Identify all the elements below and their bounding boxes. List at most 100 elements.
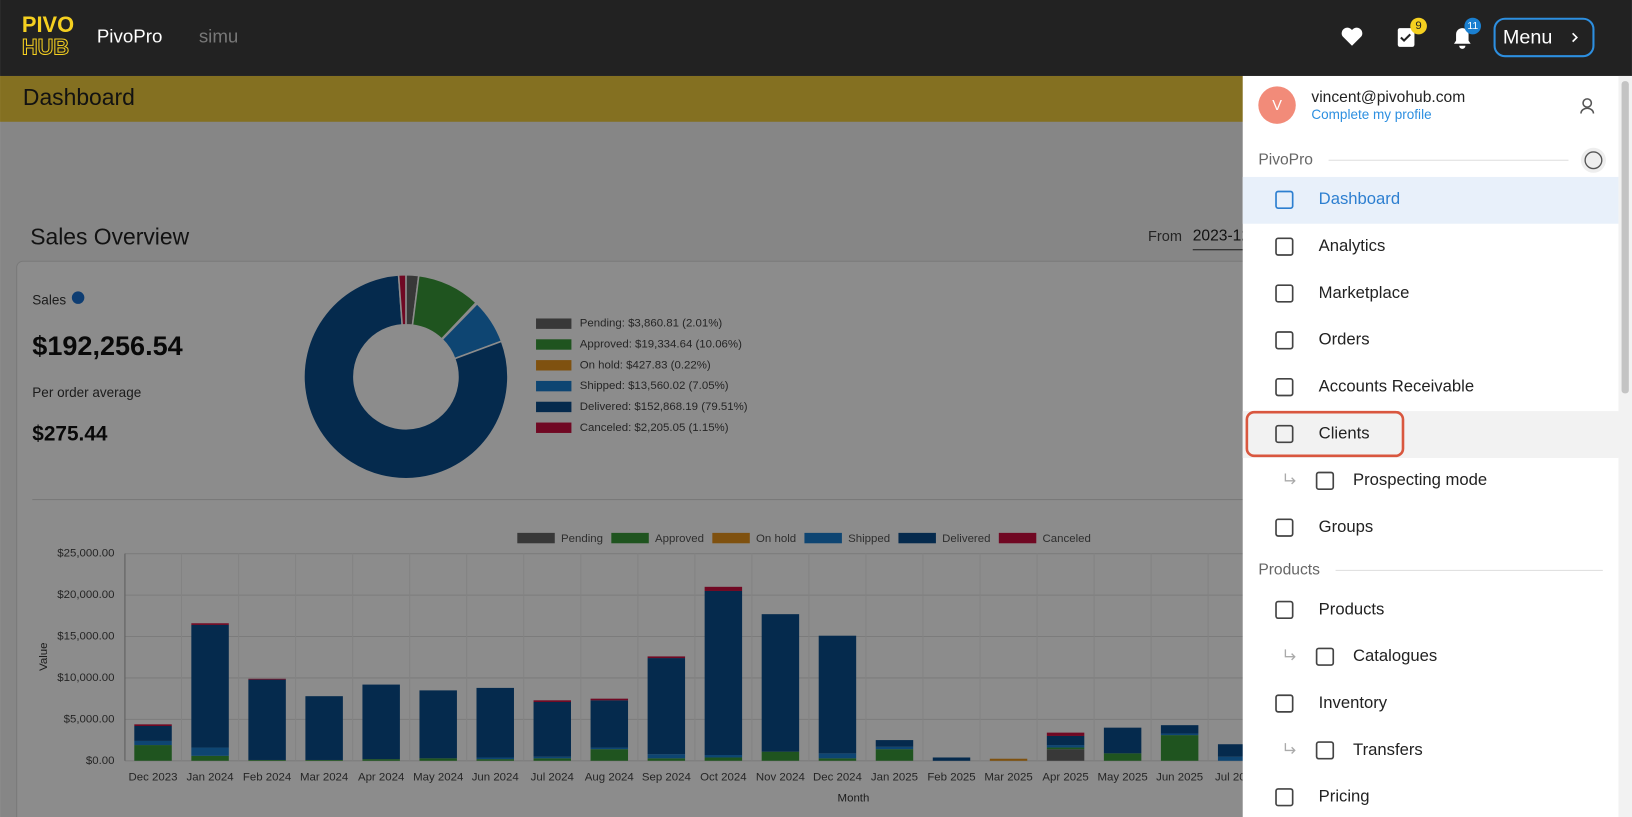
legend-label: On hold: [756, 533, 796, 545]
bar-segment: [590, 749, 629, 761]
menu-icon: [1315, 471, 1335, 490]
bar-segment: [704, 586, 743, 591]
bar-segment: [590, 698, 629, 701]
x-tick-label: May 2025: [1097, 771, 1147, 783]
x-tick-label: Sep 2024: [642, 771, 692, 783]
bar-segment: [704, 590, 743, 755]
menu-icon: [1275, 237, 1294, 256]
menu-icon: [1275, 694, 1294, 713]
menu-item[interactable]: Pricing: [1319, 787, 1370, 806]
menu-item[interactable]: Marketplace: [1319, 283, 1410, 302]
bar-segment: [533, 758, 572, 761]
menu-icon: [1275, 284, 1294, 303]
x-tick-label: Jun 2024: [472, 771, 520, 783]
bar-segment: [875, 746, 914, 750]
bar-segment: [248, 679, 286, 760]
x-tick-label: Jan 2024: [187, 771, 235, 783]
average-value: $275.44: [32, 423, 108, 446]
bar-segment: [875, 749, 914, 761]
header-bar: [0, 0, 1632, 76]
y-tick-label: $20,000.00: [57, 589, 114, 601]
legend-swatch: [804, 532, 842, 544]
legend-label: Shipped: $13,560.02 (7.05%): [580, 380, 729, 392]
average-label: Per order average: [32, 385, 141, 400]
bar-segment: [590, 747, 629, 750]
x-tick-label: Dec 2024: [813, 771, 863, 783]
menu-icon: [1275, 518, 1294, 537]
bar-segment: [305, 759, 343, 761]
menu-item[interactable]: Accounts Receivable: [1319, 377, 1474, 396]
y-tick-label: $5,000.00: [64, 713, 115, 725]
bar-segment: [1046, 747, 1085, 750]
bar-segment: [647, 754, 686, 759]
bar-segment: [932, 757, 971, 761]
menu-icon: [1315, 741, 1335, 760]
legend-label: On hold: $427.83 (0.22%): [580, 359, 711, 371]
menu-button[interactable]: [1493, 17, 1595, 58]
menu-icon: [1275, 600, 1294, 620]
favorites-icon[interactable]: [1341, 27, 1363, 46]
menu-icon: [1315, 647, 1335, 666]
hover-row: [1242, 411, 1619, 458]
legend-label: Approved: $19,334.64 (10.06%): [580, 339, 742, 351]
menu-item[interactable]: Dashboard: [1319, 189, 1400, 208]
menu-icon: [1275, 788, 1294, 807]
bar-segment: [476, 687, 514, 758]
menu-item[interactable]: Inventory: [1319, 693, 1388, 712]
x-tick-label: May 2024: [413, 771, 464, 783]
bar-segment: [134, 726, 172, 741]
menu-label: Menu: [1503, 27, 1552, 49]
from-input[interactable]: 2023-12: [1193, 227, 1250, 244]
bar-segment: [647, 656, 686, 659]
menu-item[interactable]: Analytics: [1319, 236, 1386, 255]
bar-segment: [1103, 727, 1142, 754]
menu-item[interactable]: Products: [1319, 599, 1385, 618]
x-tick-label: Jan 2025: [871, 771, 918, 783]
page-title: Dashboard: [23, 84, 135, 110]
bar-segment: [191, 747, 229, 756]
legend-swatch: [998, 532, 1037, 544]
menu-item[interactable]: Orders: [1319, 330, 1370, 349]
bar-segment: [134, 740, 172, 746]
legend-swatch: [536, 422, 572, 433]
badge: [1464, 17, 1482, 35]
avatar-initial: V: [1272, 98, 1282, 114]
bar-segment: [1046, 735, 1085, 746]
menu-item[interactable]: Catalogues: [1353, 646, 1437, 665]
menu-item[interactable]: Prospecting mode: [1353, 470, 1487, 489]
y-tick-label: $25,000.00: [57, 548, 114, 560]
settings-icon[interactable]: [1582, 98, 1593, 108]
profile-link[interactable]: Complete my profile: [1311, 107, 1431, 122]
avatar[interactable]: [1258, 86, 1296, 124]
info-icon[interactable]: [71, 291, 85, 304]
menu-icon: [1275, 331, 1294, 350]
bar-segment: [1046, 732, 1085, 736]
bar-segment: [476, 757, 514, 760]
legend-label: Pending: [561, 533, 603, 545]
logo-bottom[interactable]: HUB: [21, 34, 69, 60]
bar-segment: [989, 758, 1028, 761]
legend-label: Shipped: [848, 533, 890, 545]
section-title: PivoPro: [1258, 151, 1313, 168]
logo-top[interactable]: PIVO: [22, 12, 74, 37]
legend-label: Approved: [655, 533, 704, 545]
y-tick-label: $0.00: [86, 755, 115, 767]
bar-segment: [1217, 756, 1256, 761]
active-row: [1242, 176, 1619, 224]
menu-icon: [1275, 190, 1294, 209]
notifications-icon[interactable]: [1453, 28, 1471, 49]
bar-segment: [1046, 749, 1085, 761]
x-tick-label: Dec 2023: [129, 771, 178, 783]
bar-segment: [191, 624, 229, 748]
menu-item[interactable]: Clients: [1319, 423, 1370, 442]
scrollbar-thumb[interactable]: [1621, 81, 1629, 394]
badge: [1410, 17, 1427, 35]
menu-item[interactable]: Transfers: [1353, 740, 1423, 759]
legend-swatch: [611, 532, 649, 544]
check: [1400, 33, 1412, 43]
menu-item[interactable]: Groups: [1319, 517, 1374, 536]
user-email: vincent@pivohub.com: [1311, 89, 1465, 106]
bar-segment: [134, 745, 172, 761]
bar-segment: [476, 759, 514, 761]
app-name[interactable]: PivoPro: [97, 25, 163, 46]
